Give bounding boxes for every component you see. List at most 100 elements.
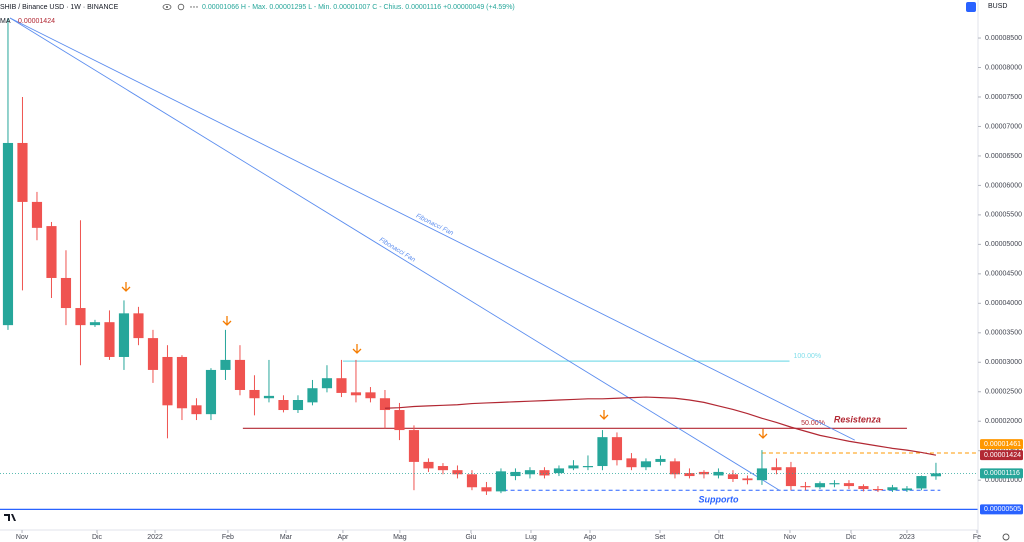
x-tick-label: Apr [337, 534, 349, 541]
y-tick-label: 0.00006500 [985, 153, 1022, 160]
candle-body [118, 313, 130, 357]
y-tick-label: 0.00007500 [985, 94, 1022, 101]
level-label: Resistenza [834, 415, 881, 425]
candle-body [263, 395, 275, 399]
candle-body [814, 483, 826, 488]
x-tick-label: Mar [280, 534, 293, 541]
candle-body [553, 468, 565, 474]
x-tick-label: 2022 [147, 534, 163, 541]
arrow [222, 316, 232, 326]
settings-icon[interactable] [177, 3, 185, 11]
candle-body [2, 142, 14, 326]
x-tick-label: Feb [222, 534, 234, 541]
price-badge-label: 0.00001461 [984, 441, 1021, 448]
y-tick-label: 0.00002500 [985, 389, 1022, 396]
eye-pupil [166, 6, 168, 8]
arrow [599, 410, 609, 420]
candle-body [104, 322, 115, 357]
candle-body [147, 338, 159, 370]
x-tick-label: 2023 [899, 534, 915, 541]
gear-shape [1002, 533, 1010, 541]
ohlc-legend: 0.00001066 H - Max. 0.00001295 L - Min. … [202, 4, 515, 11]
y-tick-label: 0.00003000 [985, 359, 1022, 366]
x-tick-label: Dic [92, 534, 103, 541]
x-tick-label: Dic [846, 534, 857, 541]
candle-body [713, 471, 724, 476]
arrow [121, 282, 131, 292]
candle-body [336, 378, 347, 393]
candle-body [858, 486, 869, 490]
x-tick-label: Set [655, 534, 666, 541]
candle-body [669, 461, 681, 475]
more-icon[interactable] [190, 6, 198, 8]
settings-gear[interactable] [1002, 533, 1010, 541]
candle-body [31, 201, 43, 228]
candle-body [800, 486, 811, 488]
candle-body [872, 489, 884, 491]
candle-body [307, 388, 318, 403]
candle-body [640, 461, 652, 468]
candle-body [916, 476, 927, 489]
candle-body [191, 405, 202, 415]
ma-legend-value: 0.00001424 [18, 18, 55, 25]
arrow-markers [121, 282, 768, 439]
note: 50.00% [801, 420, 825, 427]
price-badge-label: 0.00001116 [984, 470, 1020, 477]
candle-body [423, 461, 434, 469]
candle-body [321, 378, 333, 389]
candle-body [611, 437, 623, 461]
price-badge [980, 439, 1023, 450]
dot [190, 6, 192, 8]
x-tick-label: Ago [584, 534, 597, 541]
candle-body [133, 313, 144, 339]
y-tick-label: 0.00008500 [985, 35, 1022, 42]
y-tick-label: 0.00002000 [985, 418, 1022, 425]
eye-icon[interactable] [162, 4, 172, 10]
logo-shape [4, 514, 16, 521]
candle-body [901, 488, 913, 491]
candle-body [481, 487, 492, 492]
x-tick-label: Giu [465, 534, 476, 541]
fan-line [9, 17, 780, 491]
candle-body [162, 356, 173, 406]
candle-body [46, 226, 57, 278]
candle-body [75, 308, 86, 326]
dot [193, 6, 195, 8]
price-badge-label: 0.00000505 [984, 506, 1021, 513]
candle-body [843, 483, 855, 487]
y-tick-label: 0.00005000 [985, 241, 1022, 248]
level-label: Supporto [698, 495, 738, 505]
price-badge [980, 504, 1023, 515]
y-tick-label: 0.00004500 [985, 271, 1022, 278]
price-badge [980, 468, 1023, 479]
candle-body [176, 356, 188, 409]
axes: 0.000010000.000015000.000020000.00002500… [16, 35, 1023, 541]
ma-legend-name: MA [0, 18, 11, 25]
candle-body [829, 483, 840, 485]
candle-body [220, 359, 231, 370]
candle-body [437, 466, 449, 471]
candle-body [205, 369, 217, 415]
candle-body [379, 398, 391, 411]
y-tick-label: 0.00006000 [985, 182, 1022, 189]
candle-body [785, 467, 797, 487]
candle-body [756, 468, 768, 481]
x-tick-label: Ott [714, 534, 723, 541]
eye-shape [162, 4, 172, 10]
ma-line [384, 396, 937, 456]
candle-body [452, 470, 463, 475]
candle-body [408, 430, 420, 462]
candle-body [524, 470, 536, 475]
y-tick-label: 0.00001000 [985, 477, 1022, 484]
candle-body [727, 474, 739, 480]
x-tick-label: Lug [525, 534, 537, 541]
price-badge [980, 450, 1023, 461]
currency-label: BUSD [988, 3, 1007, 10]
tradingview-logo[interactable] [4, 514, 16, 521]
candle-body [394, 410, 405, 431]
x-tick-label: Nov [784, 534, 797, 541]
currency-icon[interactable] [966, 2, 976, 12]
candle-body [278, 400, 289, 411]
